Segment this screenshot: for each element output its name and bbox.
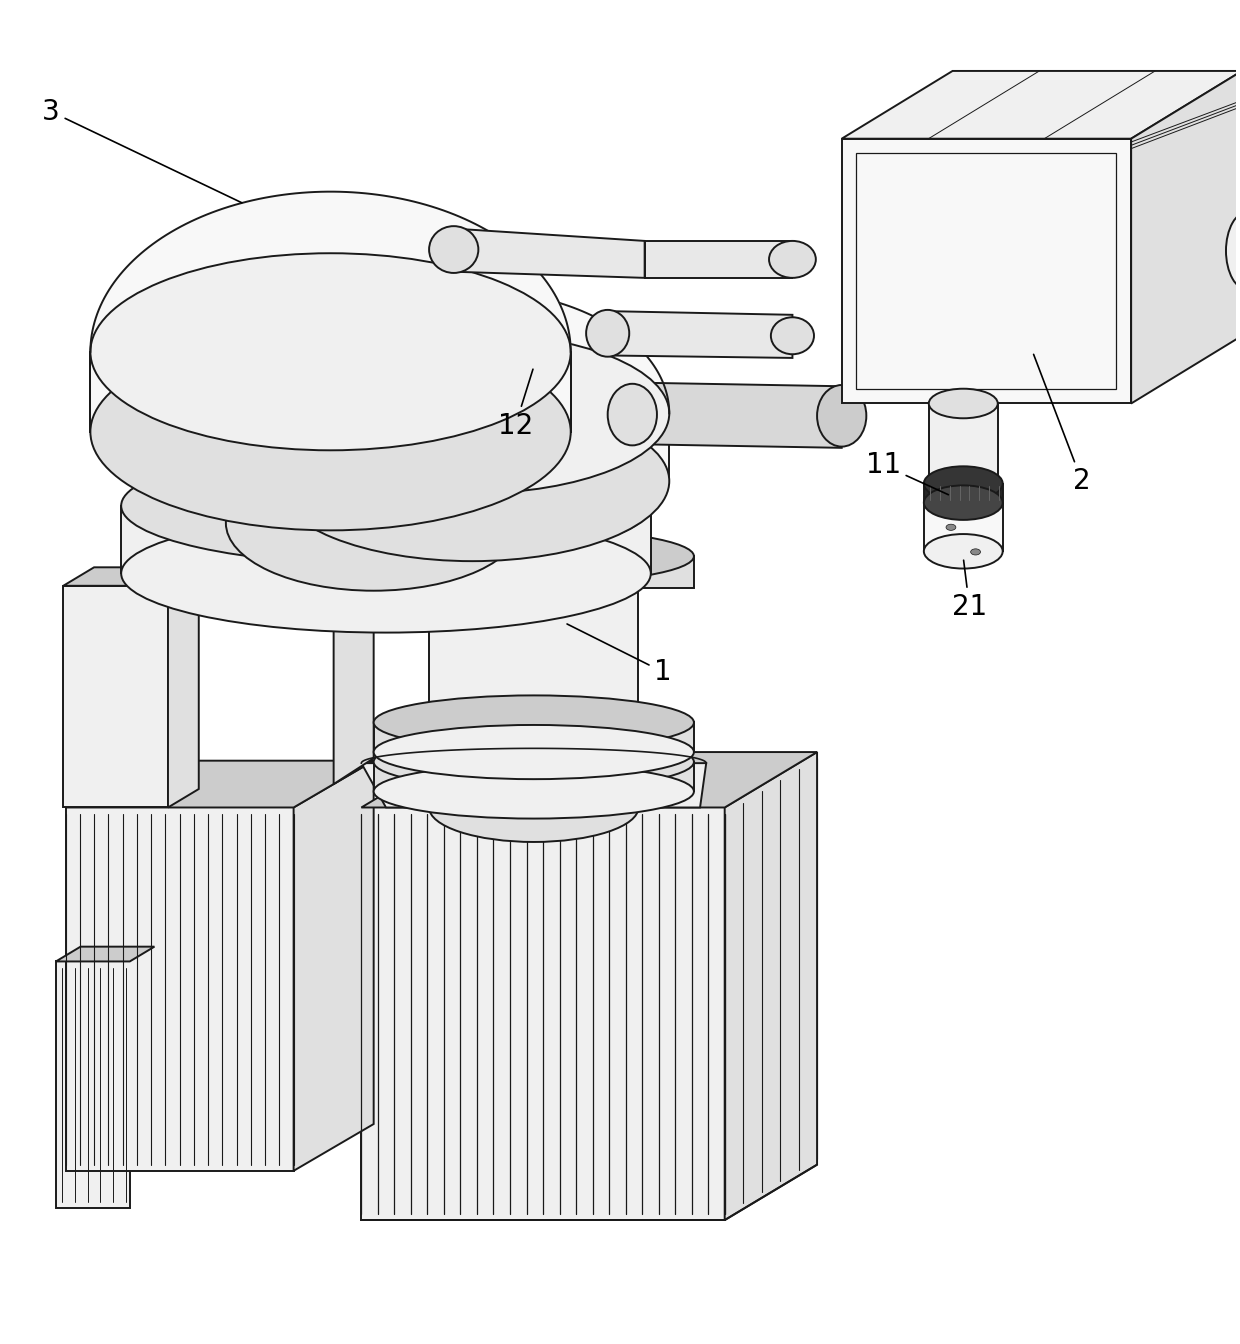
Ellipse shape — [429, 773, 639, 841]
Text: 2: 2 — [1034, 355, 1091, 495]
Text: 21: 21 — [952, 560, 987, 621]
Ellipse shape — [373, 765, 694, 818]
Polygon shape — [724, 753, 817, 1220]
Text: 11: 11 — [866, 452, 949, 495]
Ellipse shape — [971, 548, 981, 555]
Ellipse shape — [429, 226, 479, 273]
Polygon shape — [66, 808, 294, 1171]
Polygon shape — [63, 586, 167, 808]
Polygon shape — [275, 414, 670, 481]
Ellipse shape — [226, 399, 522, 535]
Polygon shape — [167, 567, 198, 808]
Polygon shape — [842, 71, 1240, 138]
Polygon shape — [373, 723, 694, 753]
Ellipse shape — [929, 388, 998, 418]
Polygon shape — [857, 153, 1116, 388]
Polygon shape — [56, 946, 155, 961]
Polygon shape — [122, 505, 651, 574]
Ellipse shape — [373, 735, 694, 789]
Polygon shape — [294, 444, 379, 505]
Text: 1: 1 — [567, 624, 672, 685]
Ellipse shape — [924, 466, 1003, 501]
Ellipse shape — [91, 333, 570, 531]
Polygon shape — [924, 503, 1003, 551]
Polygon shape — [294, 761, 373, 1171]
Polygon shape — [334, 574, 373, 784]
Ellipse shape — [924, 534, 1003, 569]
Ellipse shape — [587, 310, 629, 356]
Ellipse shape — [275, 333, 670, 493]
Polygon shape — [924, 484, 1003, 503]
Ellipse shape — [769, 241, 816, 278]
Polygon shape — [56, 961, 130, 1208]
Ellipse shape — [373, 724, 694, 780]
Polygon shape — [929, 403, 998, 484]
Ellipse shape — [373, 530, 694, 583]
Ellipse shape — [608, 384, 657, 445]
Ellipse shape — [122, 446, 651, 564]
Polygon shape — [454, 228, 645, 278]
Ellipse shape — [924, 485, 1003, 520]
Polygon shape — [1131, 71, 1240, 403]
Text: 3: 3 — [42, 98, 242, 203]
Polygon shape — [361, 808, 724, 1220]
Ellipse shape — [1226, 211, 1240, 290]
Ellipse shape — [771, 317, 813, 355]
Ellipse shape — [373, 695, 694, 750]
Ellipse shape — [275, 401, 670, 562]
Ellipse shape — [226, 456, 522, 591]
Polygon shape — [510, 457, 583, 505]
Polygon shape — [373, 556, 694, 589]
Ellipse shape — [429, 515, 639, 583]
Polygon shape — [632, 383, 842, 448]
Polygon shape — [842, 138, 1131, 403]
Text: 12: 12 — [497, 370, 533, 439]
Ellipse shape — [946, 524, 956, 531]
Polygon shape — [608, 310, 792, 358]
Polygon shape — [275, 290, 670, 414]
Polygon shape — [91, 192, 570, 352]
Polygon shape — [66, 761, 373, 808]
Polygon shape — [91, 352, 570, 431]
Polygon shape — [63, 567, 198, 586]
Polygon shape — [361, 753, 817, 808]
Polygon shape — [361, 763, 707, 808]
Polygon shape — [429, 548, 639, 808]
Ellipse shape — [817, 384, 867, 446]
Ellipse shape — [122, 515, 651, 633]
Polygon shape — [226, 468, 522, 523]
Polygon shape — [645, 241, 792, 278]
Ellipse shape — [91, 253, 570, 450]
Polygon shape — [373, 762, 694, 792]
